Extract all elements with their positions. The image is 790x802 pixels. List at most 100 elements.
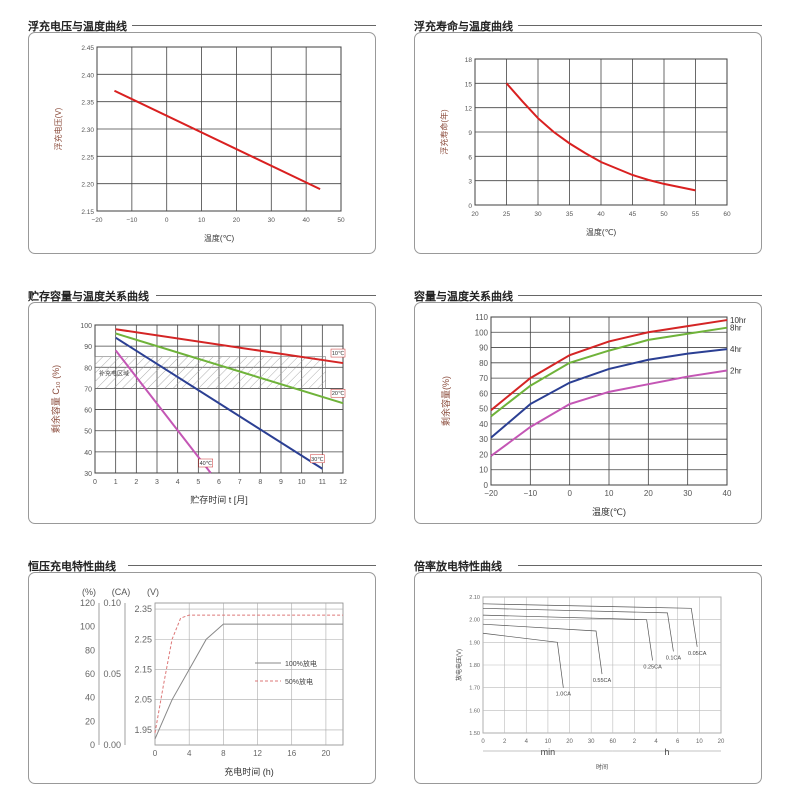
pct-tick-label: 100 (80, 622, 95, 632)
x-tick-label: 20 (321, 749, 330, 758)
axis-title: (CA) (112, 587, 131, 597)
x-tick-label: 40 (723, 489, 732, 498)
y-tick-label: 2.40 (81, 72, 94, 79)
x-tick-label: −10 (524, 489, 538, 498)
y-tick-label: 2.45 (81, 45, 94, 52)
y-tick-label: 9 (468, 130, 472, 137)
title-rule (128, 565, 376, 566)
y-axis-label: 剩余容量(%) (440, 376, 451, 426)
x-tick-label: 25 (503, 211, 511, 218)
v-tick-label: 2.35 (134, 604, 152, 614)
x-tick-label: 0 (481, 739, 485, 745)
y-tick-label: 70 (84, 386, 92, 393)
ca-tick-label: 0.10 (103, 598, 121, 608)
y-tick-label: 60 (479, 389, 488, 398)
v-tick-label: 2.25 (134, 634, 152, 644)
series-line-30℃ (115, 336, 323, 470)
chart-title-capacity-temperature: 容量与温度关系曲线 (414, 291, 513, 303)
chart-title-storage-capacity: 贮存容量与温度关系曲线 (28, 291, 149, 303)
y-tick-label: 100 (80, 323, 92, 330)
y-tick-label: 1.50 (469, 731, 480, 737)
x-tick-label: 10 (696, 739, 703, 745)
series-line (482, 603, 698, 647)
y-tick-label: 1.90 (469, 640, 480, 646)
ca-tick-label: 0.05 (103, 669, 121, 679)
x-tick-label: 0 (567, 489, 572, 498)
y-tick-label: 70 (479, 374, 488, 383)
y-tick-label: 90 (84, 344, 92, 351)
chart-panel-storage-capacity: 0 1 2 3 4 5 6 7 8 9 10 11 12 30 40 50 60 70 80 90 100 补充电区域 10… (28, 302, 376, 524)
x-tick-label: 60 (723, 211, 731, 218)
y-tick-label: 6 (468, 154, 472, 161)
x-tick-label: 12 (253, 749, 262, 758)
x-tick-label: 12 (339, 479, 347, 486)
x-tick-label: 6 (217, 479, 221, 486)
series-label-box (330, 388, 346, 398)
x-tick-label: 40 (303, 217, 311, 224)
title-rule (518, 565, 762, 566)
title-rule (518, 25, 762, 26)
chart-panel-capacity-temperature: −20 −10 0 10 20 30 40 0 10 20 30 40 50 60 70 80 90 100 110… (414, 302, 762, 524)
y-tick-label: 80 (479, 359, 488, 368)
series-label: 10hr (730, 316, 746, 325)
x-tick-label: 2 (134, 479, 138, 486)
x-tick-label: 10 (545, 739, 552, 745)
y-tick-label: 0 (484, 481, 489, 490)
x-tick-label: 7 (238, 479, 242, 486)
x-tick-label: 8 (258, 479, 262, 486)
x-tick-label: −10 (126, 217, 137, 224)
series-line-0 (113, 89, 321, 191)
axis-title: (V) (147, 587, 159, 597)
series-label: 4hr (730, 345, 742, 354)
x-tick-label: 20 (471, 211, 479, 218)
x-tick-label: −20 (91, 217, 102, 224)
x-tick-label: 4 (525, 739, 529, 745)
legend-label: 100%放电 (285, 659, 317, 668)
y-tick-label: 1.60 (469, 708, 480, 714)
y-tick-label: 15 (465, 81, 473, 88)
x-axis-label: 贮存时间 t [月] (190, 494, 248, 505)
x-tick-label: 4 (187, 749, 192, 758)
x-tick-label: 4 (176, 479, 180, 486)
series-label: 8hr (730, 324, 742, 333)
pct-tick-label: 20 (85, 716, 95, 726)
series-line (482, 614, 653, 661)
series-label: 30℃ (311, 456, 323, 463)
pct-tick-label: 80 (85, 645, 95, 655)
y-tick-label: 2.00 (469, 618, 480, 624)
x-axis-label: 温度(℃) (204, 233, 235, 243)
pct-tick-label: 0 (90, 740, 95, 750)
chart-panel-float-life: 20 25 30 35 40 45 50 55 60 0 3 6 9 12 15 18 温度(℃) 浮充寿命(年) (414, 32, 762, 254)
x-tick-label: 30 (268, 217, 276, 224)
x-tick-label: 30 (534, 211, 542, 218)
y-tick-label: 40 (479, 420, 488, 429)
y-tick-label: 50 (479, 405, 488, 414)
y-tick-label: 30 (479, 435, 488, 444)
unit-label-h: h (664, 747, 669, 757)
x-tick-label: 10 (298, 479, 306, 486)
y-tick-label: 1.80 (469, 663, 480, 669)
series-line-4hr (490, 348, 728, 439)
x-axis-label: 充电时间 (h) (224, 766, 274, 777)
series-line-40℃ (114, 349, 212, 474)
x-tick-label: 11 (319, 479, 326, 486)
title-rule (132, 25, 376, 26)
x-tick-label: 5 (196, 479, 200, 486)
chart-panel-rate-discharge: 0 2 4 10 20 30 60 2 4 6 10 20 1.50 1.60 1.70 1.80 1.90 2.… (414, 572, 762, 784)
series-label: 0.1CA (666, 655, 682, 661)
ca-tick-label: 0.00 (103, 740, 121, 750)
y-axis-label: 浮充电压(V) (53, 107, 63, 150)
chart-title-cv-charging: 恒压充电特性曲线 (28, 561, 116, 573)
x-tick-label: 60 (609, 739, 616, 745)
y-tick-label: 50 (84, 429, 92, 436)
v-tick-label: 2.15 (134, 664, 152, 674)
series-line-0 (505, 82, 696, 192)
x-tick-label: 50 (337, 217, 345, 224)
y-tick-label: 2.15 (81, 209, 94, 216)
chart-float-life: 20 25 30 35 40 45 50 55 60 0 3 6 9 12 15 18 温度(℃) 浮充寿命(年) (439, 57, 731, 237)
series-line-2hr (490, 369, 728, 457)
axis-title: (%) (82, 587, 96, 597)
series-line (154, 623, 343, 740)
x-tick-label: 30 (683, 489, 692, 498)
y-tick-label: 40 (84, 450, 92, 457)
